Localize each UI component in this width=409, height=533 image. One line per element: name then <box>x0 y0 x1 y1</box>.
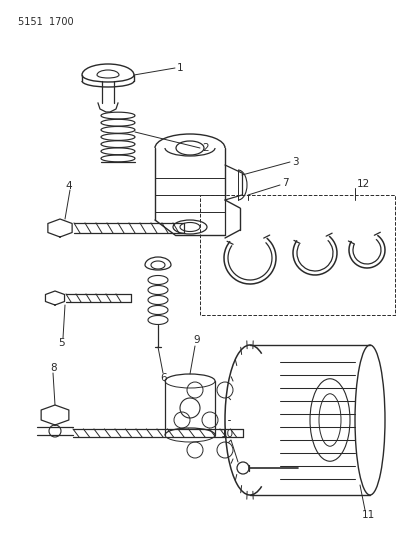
Text: 12: 12 <box>356 179 369 189</box>
Text: 9: 9 <box>193 335 199 345</box>
Text: 5151  1700: 5151 1700 <box>18 17 74 27</box>
Text: 8: 8 <box>50 363 56 373</box>
Text: 5: 5 <box>58 338 65 348</box>
Text: 3: 3 <box>291 157 298 167</box>
Text: 6: 6 <box>160 373 166 383</box>
Text: 11: 11 <box>361 510 374 520</box>
Text: 4: 4 <box>65 181 72 191</box>
Text: 10: 10 <box>220 429 234 439</box>
Text: 1: 1 <box>177 63 183 73</box>
Bar <box>200 195 394 315</box>
Text: 2: 2 <box>202 143 208 153</box>
Text: 7: 7 <box>281 178 288 188</box>
